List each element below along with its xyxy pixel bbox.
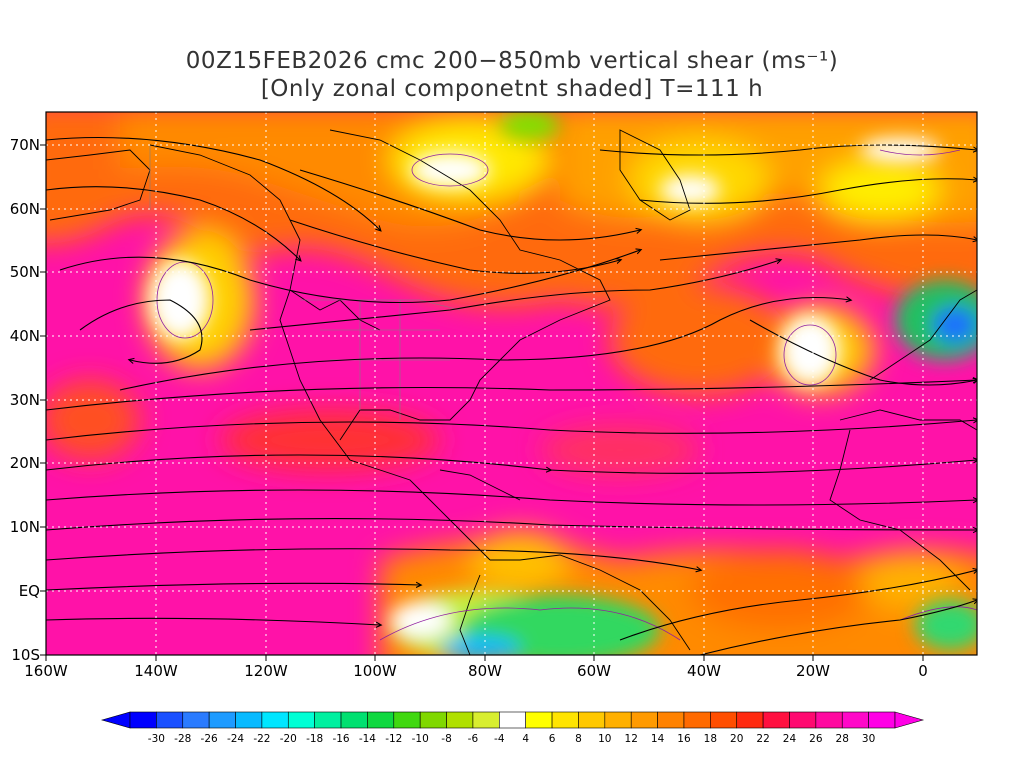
colorbar-label: 22 (756, 733, 770, 745)
colorbar-left-arrow (100, 711, 131, 729)
graticule (46, 112, 977, 655)
lat-label-30n: 30N (9, 391, 40, 409)
shading-layer (46, 112, 977, 655)
colorbar-swatch (551, 711, 579, 729)
colorbar-label: 28 (835, 733, 849, 745)
lat-label-70n: 70N (9, 136, 40, 154)
lat-label-10s: 10S (11, 646, 40, 664)
colorbar-swatch (472, 711, 500, 729)
colorbar-label: -12 (385, 733, 403, 745)
colorbar-swatch (683, 711, 711, 729)
colorbar-swatch (762, 711, 790, 729)
colorbar-label: 14 (650, 733, 665, 745)
colorbar-label: -28 (174, 733, 192, 745)
colorbar-swatch (287, 711, 315, 729)
colorbar-swatch (736, 711, 764, 729)
colorbar-label: 18 (703, 733, 718, 745)
colorbar-label: -8 (441, 733, 452, 745)
axis-ticks (40, 144, 924, 661)
colorbar-swatch (393, 711, 421, 729)
colorbar-label: 4 (522, 733, 530, 745)
lat-label-20n: 20N (9, 454, 40, 472)
colorbar-label: -20 (279, 733, 297, 745)
colorbar-label: -30 (147, 733, 165, 745)
lon-label-20w: 20W (796, 662, 830, 680)
colorbar-swatch (657, 711, 685, 729)
colorbar-swatch (789, 711, 817, 729)
colorbar-label: -4 (494, 733, 505, 745)
colorbar-swatch (340, 711, 368, 729)
map-frame (45, 111, 978, 656)
colorbar-label: 16 (677, 733, 691, 745)
colorbar-swatch (499, 711, 526, 729)
colorbar-swatch (129, 711, 157, 729)
colorbar-label: -10 (411, 733, 429, 745)
colorbar-swatch (182, 711, 210, 729)
lat-label-eq: EQ (18, 582, 40, 600)
colorbar-swatch (261, 711, 289, 729)
lon-label-0: 0 (918, 662, 928, 680)
lon-label-100w: 100W (353, 662, 397, 680)
colorbar-label: 30 (861, 733, 876, 745)
colorbar-label: 20 (730, 733, 744, 745)
lat-label-60n: 60N (9, 200, 40, 218)
lat-label-10n: 10N (9, 518, 40, 536)
colorbar-label: -16 (332, 733, 350, 745)
colorbar-swatch (710, 711, 738, 729)
colorbar-label: 24 (782, 733, 797, 745)
colorbar-swatch (630, 711, 658, 729)
colorbar-label: -18 (306, 733, 324, 745)
colorbar-swatch (815, 711, 843, 729)
lon-label-120w: 120W (244, 662, 288, 680)
colorbar-swatch (419, 711, 447, 729)
colorbar-swatch (208, 711, 236, 729)
colorbar (100, 711, 925, 729)
lon-label-140w: 140W (134, 662, 178, 680)
colorbar-label: 10 (598, 733, 612, 745)
colorbar-swatch (868, 711, 896, 729)
colorbar-swatch (578, 711, 606, 729)
colorbar-swatch (604, 711, 632, 729)
colorbar-swatch (314, 711, 342, 729)
streamlines (46, 136, 977, 655)
map-title-line1: 00Z15FEB2026 cmc 200−850mb vertical shea… (185, 48, 839, 74)
colorbar-label: -6 (467, 733, 479, 745)
colorbar-label: 26 (809, 733, 823, 745)
lon-label-60w: 60W (577, 662, 611, 680)
colorbar-swatch (841, 711, 869, 729)
colorbar-swatch (525, 711, 553, 729)
map-title-line2: [Only zonal componetnt shaded] T=111 h (260, 76, 764, 102)
colorbar-label: -22 (253, 733, 271, 745)
colorbar-label: -14 (358, 733, 376, 745)
colorbar-swatch (156, 711, 184, 729)
colorbar-label: -24 (226, 733, 245, 745)
colorbar-label: 6 (548, 733, 556, 745)
colorbar-swatch (235, 711, 263, 729)
lat-label-40n: 40N (9, 327, 40, 345)
lon-label-80w: 80W (468, 662, 502, 680)
lon-label-40w: 40W (687, 662, 721, 680)
lat-label-50n: 50N (9, 263, 40, 281)
colorbar-label: 12 (624, 733, 638, 745)
colorbar-label: -26 (200, 733, 218, 745)
colorbar-swatch (367, 711, 395, 729)
colorbar-label: 8 (575, 733, 582, 745)
colorbar-right-arrow (894, 711, 925, 729)
colorbar-swatch (446, 711, 474, 729)
lon-label-160w: 160W (24, 662, 68, 680)
